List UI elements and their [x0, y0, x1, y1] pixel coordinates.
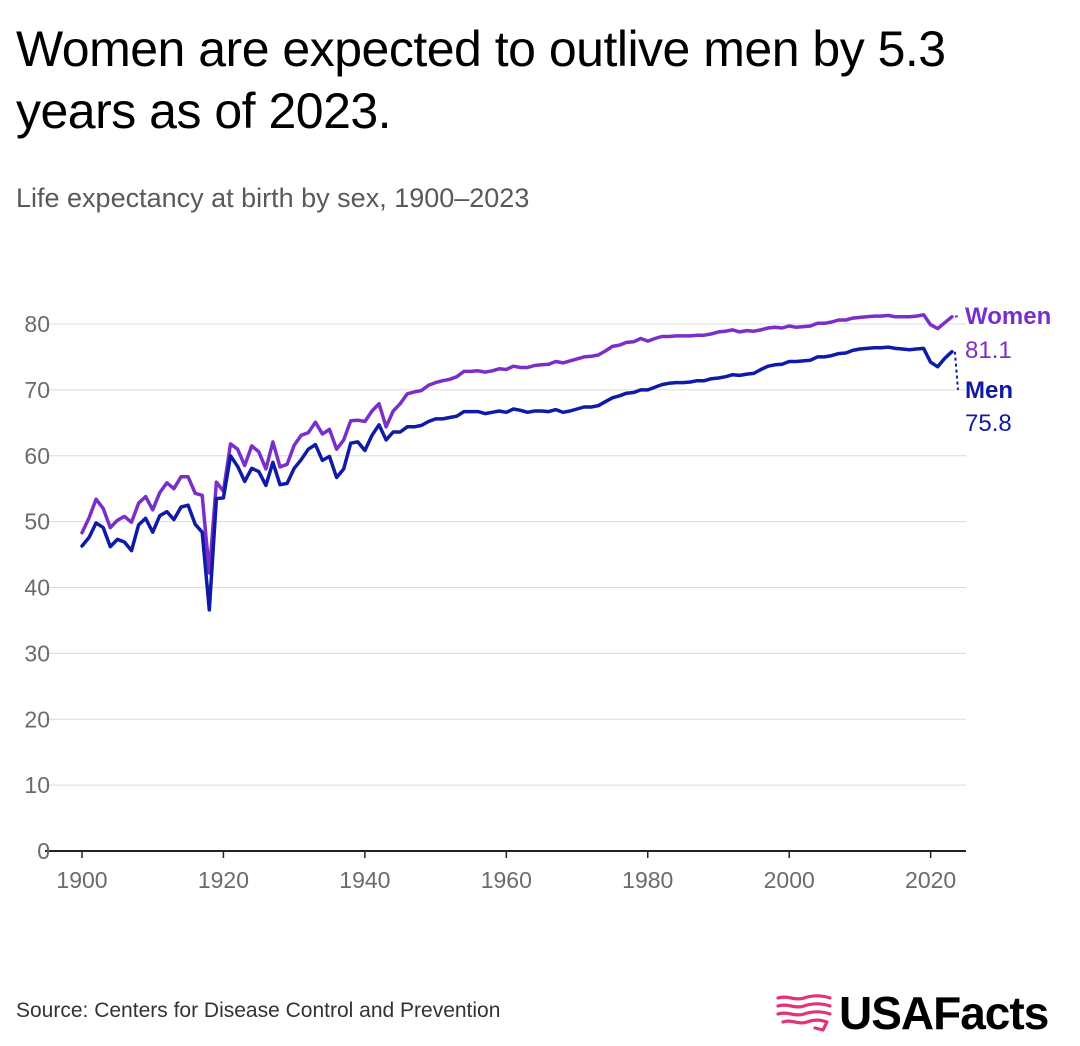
- series-end-labels: Women 81.1 Men 75.8: [953, 303, 1051, 437]
- x-tick-label-1920: 1920: [198, 867, 249, 893]
- series-value-women: 81.1: [965, 337, 1012, 364]
- series-lines: [80, 313, 954, 612]
- series-line-men: [80, 345, 954, 612]
- y-tick-label-60: 60: [24, 443, 50, 469]
- y-tick-label-40: 40: [24, 575, 50, 601]
- x-tick-label-1900: 1900: [56, 867, 107, 893]
- x-tick-label-1980: 1980: [622, 867, 673, 893]
- usa-map-flag-icon: [776, 994, 832, 1032]
- chart-subtitle: Life expectancy at birth by sex, 1900–20…: [16, 183, 530, 213]
- series-value-men: 75.8: [965, 410, 1012, 437]
- brand-logo[interactable]: USAFacts: [775, 986, 1049, 1040]
- y-tick-label-70: 70: [24, 377, 50, 403]
- x-tick-label-2000: 2000: [764, 867, 815, 893]
- x-tick-label-1940: 1940: [339, 867, 390, 893]
- series-label-women: Women: [965, 303, 1051, 330]
- x-axis-ticks: 1900 1920 1940 1960 1980 2000 2020: [56, 851, 956, 893]
- chart-title: Women are expected to outlive men by 5.3…: [16, 21, 946, 139]
- line-chart: 0 10 20 30 40 50 60 70 80 1900 1920 1940 1960 1980 20…: [24, 303, 1051, 893]
- y-tick-label-30: 30: [24, 640, 50, 666]
- brand-name: USAFacts: [839, 987, 1049, 1039]
- y-tick-label-50: 50: [24, 509, 50, 535]
- leader-line-men: [953, 351, 959, 391]
- y-tick-label-20: 20: [24, 706, 50, 732]
- leader-line-women: [954, 315, 959, 318]
- y-tick-label-80: 80: [24, 311, 50, 337]
- series-label-men: Men: [965, 377, 1013, 404]
- x-tick-label-2020: 2020: [905, 867, 956, 893]
- x-tick-label-1960: 1960: [481, 867, 532, 893]
- y-axis-ticks: 0 10 20 30 40 50 60 70 80: [24, 311, 50, 864]
- source-note: Source: Centers for Disease Control and …: [16, 999, 501, 1022]
- y-tick-label-0: 0: [37, 838, 50, 864]
- y-tick-label-10: 10: [24, 772, 50, 798]
- gridlines: [45, 323, 966, 852]
